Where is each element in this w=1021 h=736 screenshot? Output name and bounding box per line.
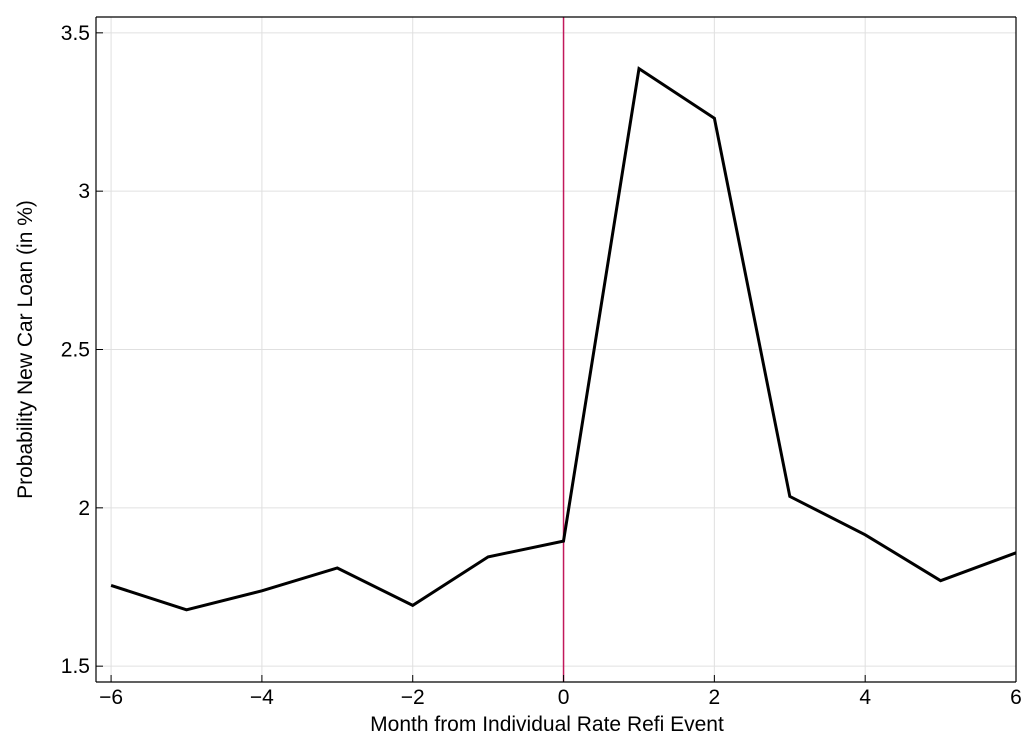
y-tick-label: 3.5	[61, 22, 90, 45]
x-tick-label: 6	[1010, 686, 1021, 709]
axes-group	[95, 16, 1017, 683]
y-tick-label: 1.5	[61, 655, 90, 678]
series-group	[110, 66, 1017, 612]
y-axis-label: Probability New Car Loan (in %)	[14, 200, 37, 499]
ticks-group: −6 −4 −2 0 2 4 6 1.5 2 2.5 3 3.5	[61, 22, 1021, 709]
grid-lines	[96, 17, 1017, 682]
x-tick-label: 4	[859, 686, 871, 709]
x-tick-label: 2	[709, 686, 721, 709]
x-tick-label: 0	[558, 686, 570, 709]
x-axis-label: Month from Individual Rate Refi Event	[370, 713, 724, 736]
x-tick-label: −6	[99, 686, 123, 709]
y-tick-label: 2	[78, 497, 90, 520]
y-tick-label: 2.5	[61, 339, 90, 362]
x-tick-label: −4	[250, 686, 274, 709]
y-tick-label: 3	[78, 180, 90, 203]
x-tick-label: −2	[401, 686, 425, 709]
